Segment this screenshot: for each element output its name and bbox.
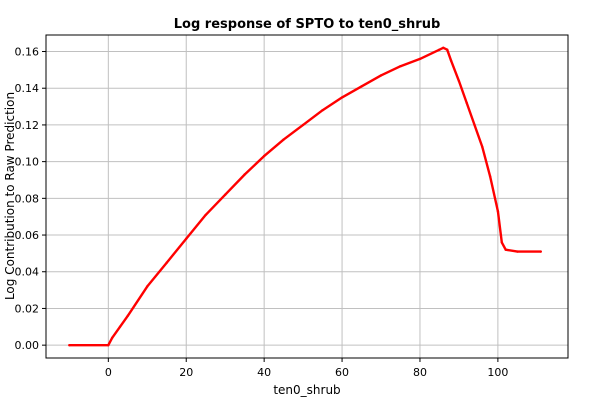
y-tick-label: 0.00 — [15, 339, 40, 352]
data-point — [360, 85, 363, 88]
series-layer — [68, 46, 542, 347]
data-point — [107, 344, 110, 347]
y-tick-label: 0.04 — [15, 266, 40, 279]
data-point — [500, 241, 503, 244]
y-tick-label: 0.12 — [15, 119, 40, 132]
data-point — [473, 123, 476, 127]
x-tick-label: 0 — [105, 366, 112, 379]
data-point — [321, 109, 324, 112]
data-point — [185, 237, 188, 240]
y-tick-label: 0.02 — [15, 302, 40, 315]
chart-title: Log response of SPTO to ten0_shrub — [174, 17, 441, 32]
grid — [46, 35, 568, 358]
data-point — [224, 193, 227, 196]
y-tick-label: 0.10 — [15, 156, 40, 169]
x-tick-label: 60 — [335, 366, 349, 379]
x-tick-label: 100 — [487, 366, 508, 379]
data-point — [301, 123, 305, 127]
x-tick-label: 80 — [413, 366, 427, 379]
x-tick-label: 20 — [179, 366, 193, 379]
data-point — [496, 210, 500, 213]
data-point — [165, 261, 168, 264]
data-point — [446, 48, 449, 51]
data-point — [465, 101, 468, 105]
y-tick-label: 0.16 — [15, 46, 40, 59]
data-point — [379, 74, 383, 77]
series-line — [68, 46, 542, 347]
x-tick-label: 40 — [257, 366, 271, 379]
data-point — [204, 213, 207, 217]
data-point — [146, 285, 149, 288]
data-point — [340, 96, 344, 99]
data-point — [418, 57, 422, 61]
data-point — [516, 250, 519, 253]
data-point — [243, 173, 246, 176]
data-point — [539, 250, 542, 253]
x-axis: 0 20 40 60 80 100 — [105, 358, 508, 379]
plot-frame — [45, 34, 569, 359]
data-point — [262, 154, 266, 158]
data-point — [126, 314, 129, 317]
data-point — [399, 65, 402, 68]
data-point — [442, 46, 445, 49]
y-axis-label: Log Contribution to Raw Prediction — [3, 92, 17, 300]
y-tick-label: 0.08 — [15, 192, 40, 205]
y-tick-label: 0.06 — [15, 229, 40, 242]
data-point — [481, 145, 484, 149]
data-point — [118, 325, 122, 328]
data-point — [438, 48, 441, 51]
data-point — [282, 138, 285, 141]
data-point — [68, 344, 71, 347]
x-axis-label: ten0_shrub — [273, 383, 340, 397]
y-axis: 0.00 0.02 0.04 0.06 0.08 0.10 0.12 0.14 0.16 — [15, 46, 46, 352]
y-tick-label: 0.14 — [15, 82, 40, 95]
data-point — [111, 336, 114, 339]
data-point — [457, 79, 461, 83]
data-point — [449, 59, 453, 62]
data-point — [504, 248, 507, 251]
data-point — [488, 175, 492, 178]
